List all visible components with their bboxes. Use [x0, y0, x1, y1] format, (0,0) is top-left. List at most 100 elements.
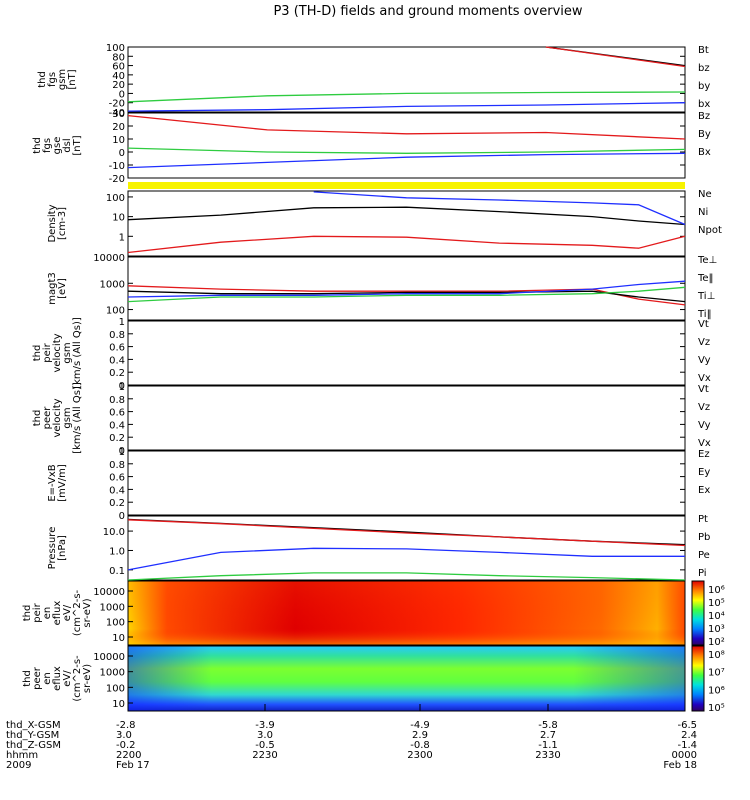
y-tick-label: 10000	[93, 652, 125, 663]
y-tick-label: 0.1	[109, 566, 125, 577]
x-axis-value: -0.2	[116, 740, 136, 751]
y-tick-label: 0.6	[109, 408, 125, 419]
colorbar	[691, 645, 705, 712]
x-axis-value: 2.4	[681, 730, 697, 741]
legend-entry: By	[698, 129, 711, 140]
x-axis-value: -5.8	[538, 720, 558, 731]
y-axis-label-line: [km/s (All Qs)]	[72, 382, 83, 454]
panel-frame	[127, 46, 686, 113]
y-axis-label-line: eflux	[52, 601, 63, 626]
y-tick-label: 100	[106, 618, 125, 629]
x-axis-value: -1.1	[538, 740, 558, 751]
y-tick-label: 0.6	[109, 473, 125, 484]
series-line-By	[127, 147, 686, 154]
panel-frame	[127, 112, 686, 179]
panel-temperature: 10000 1000 100 Te⊥ Te‖ Ti⊥ Ti‖ magt3 [eV]	[47, 253, 717, 321]
legend-entry: Pt	[698, 514, 708, 525]
legend-entry: Bx	[698, 147, 711, 158]
x-axis-row-label: thd_Y-GSM	[6, 730, 59, 741]
y-tick-label: 10000	[93, 587, 125, 598]
series-line-Te‖	[127, 290, 686, 303]
y-tick-label: 0.2	[109, 498, 125, 509]
panel-fgs-gse: 30 20 10 0 -10 -20 Bz By Bx thd fgs gse dsl [nT]	[32, 109, 711, 185]
y-tick-label: 10	[112, 633, 125, 644]
y-tick-label: 60	[112, 62, 125, 73]
y-axis-label-line: gsm	[62, 342, 73, 363]
legend-entry: Bz	[698, 111, 710, 122]
x-axis-value: 2.9	[412, 730, 428, 741]
legend-entry: Vy	[698, 355, 711, 366]
colorbar-label: 10⁶	[708, 685, 725, 696]
y-axis-label: Pressure [nPa]	[47, 527, 68, 570]
y-tick-label: 0.2	[109, 433, 125, 444]
y-axis-label: thd fgs gse dsl [nT]	[32, 135, 83, 155]
legend-entry: Vx	[698, 373, 711, 384]
y-tick-label: 10.0	[103, 527, 125, 538]
y-tick-label: 1000	[100, 602, 125, 613]
y-axis-label-line: fgs	[47, 72, 58, 87]
y-tick-label: 100	[106, 43, 125, 54]
y-tick-label: -20	[109, 174, 125, 185]
y-tick-label: 1	[119, 232, 125, 243]
y-axis-label-line: eflux	[52, 666, 63, 691]
x-axis-value: 0000	[672, 750, 697, 761]
x-axis-row-label: hhmm	[6, 750, 38, 761]
y-axis-label-line: en	[42, 607, 53, 620]
x-axis-row-label: thd_X-GSM	[6, 720, 61, 731]
electron-spectrogram-shading	[128, 646, 685, 711]
colorbar	[691, 580, 705, 646]
y-tick-label: 0	[119, 89, 125, 100]
series-line-bx	[127, 102, 686, 112]
y-tick-label: 0.8	[109, 330, 125, 341]
y-axis-label-line: peir	[42, 342, 53, 362]
series-line-Pi	[127, 547, 685, 571]
y-tick-label: -20	[109, 99, 125, 110]
panel-frame	[127, 515, 686, 581]
colorbar-label: 10²	[708, 637, 725, 648]
y-axis-label-line: [mV/m]	[57, 464, 68, 502]
panel-peer-eflux: 10000 1000 100 10 10⁸ 10⁷ 10⁶ 10⁵ thd peer en eflux…	[22, 645, 725, 714]
legend-entry: Pi	[698, 568, 707, 579]
panel-frame	[127, 385, 686, 451]
y-tick-label: 0.2	[109, 368, 125, 379]
y-tick-label: 100	[106, 683, 125, 694]
y-axis-label-line: sr-eV)	[82, 664, 93, 693]
legend-entry: bx	[698, 99, 710, 110]
colorbar-label: 10⁵	[708, 703, 725, 714]
series-line-Ti‖	[127, 286, 686, 303]
y-tick-label: 0.8	[109, 460, 125, 471]
legend-entry: Npot	[698, 225, 722, 236]
y-axis-label: magt3 [eV]	[47, 272, 68, 305]
x-axis-row-label: thd_Z-GSM	[6, 740, 61, 751]
y-axis-label-line: thd	[22, 605, 33, 622]
y-axis-label-line: peir	[32, 602, 43, 622]
series-line-Ne	[127, 235, 686, 254]
legend-entry: bz	[698, 63, 710, 74]
x-axis-value: -1.4	[677, 740, 697, 751]
legend-entry: Ne	[698, 189, 712, 200]
panel-pressure: 10.0 1.0 0.1 Pt Pb Pe Pi Pressure [nPa]	[47, 514, 710, 581]
y-axis-label-line: peer	[42, 406, 53, 430]
series-line-Te⊥	[127, 285, 686, 306]
y-tick-label: 40	[112, 71, 125, 82]
status-bar	[128, 182, 685, 189]
legend-entry: Ti⊥	[697, 291, 715, 302]
x-axis-value: -0.8	[410, 740, 430, 751]
y-axis-label-line: thd	[37, 71, 48, 88]
y-axis-label-line: gsm	[57, 69, 68, 90]
y-axis-label-line: peer	[32, 666, 43, 690]
legend-entry: Ez	[698, 449, 710, 460]
y-tick-label: 1	[119, 447, 125, 458]
panel-efield: 1 0.8 0.60.4 0.2 0 Ez Ey Ex E=-VxB [mV/m]	[47, 447, 710, 522]
y-tick-label: 10	[112, 699, 125, 710]
x-axis-value: -4.9	[410, 720, 430, 731]
x-axis-value: -6.5	[677, 720, 697, 731]
panel-frame	[127, 580, 686, 646]
series-line-Pb	[127, 519, 686, 547]
y-tick-label: 80	[112, 52, 125, 63]
y-tick-label: 1.0	[109, 546, 125, 557]
legend-entry: Te‖	[697, 273, 714, 284]
legend-entry: Vt	[698, 319, 709, 330]
plot-title: P3 (TH-D) fields and ground moments over…	[273, 4, 582, 19]
